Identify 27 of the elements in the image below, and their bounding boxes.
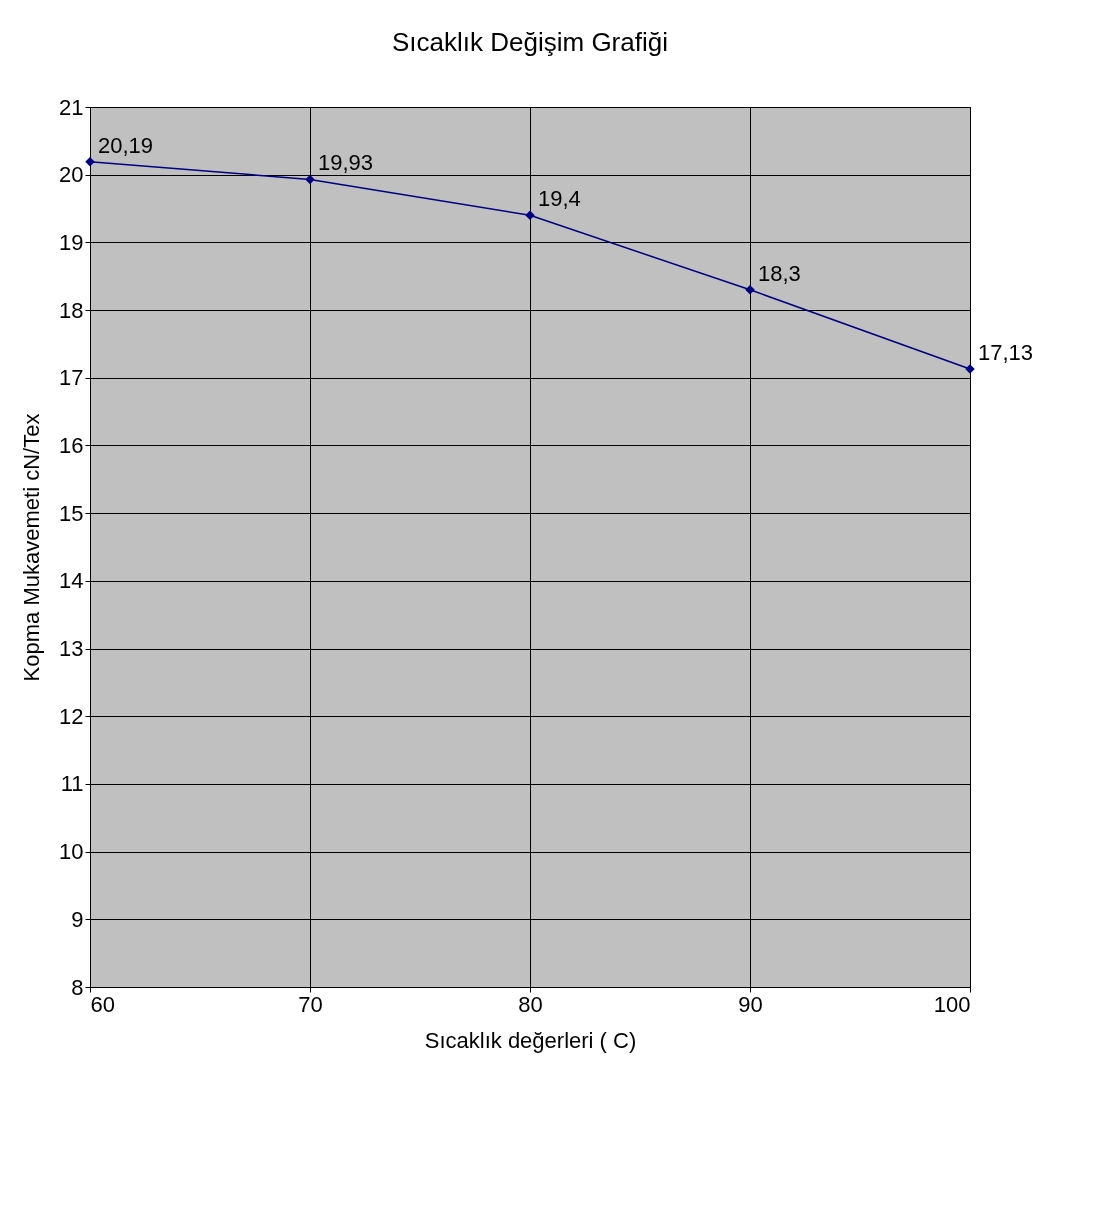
x-tick-label: 80 (518, 991, 543, 1017)
y-tick-label: 9 (71, 906, 84, 932)
y-tick-label: 20 (59, 162, 84, 188)
y-tick-label: 11 (60, 771, 84, 797)
y-tick-label: 12 (59, 703, 84, 729)
y-tick-label: 10 (59, 839, 84, 865)
y-tick-label: 18 (59, 297, 84, 323)
y-tick-label: 14 (59, 568, 84, 594)
x-tick-label: 90 (738, 991, 763, 1017)
x-tick-label: 70 (298, 991, 323, 1017)
y-tick-label: 16 (59, 432, 84, 458)
y-tick-label: 19 (59, 229, 84, 255)
x-tick-label: 100 (933, 991, 971, 1017)
y-tick-label: 8 (71, 974, 84, 1000)
y-axis-title: Kopma Mukavemeti cN/Tex (19, 413, 45, 682)
x-tick-label: 60 (90, 991, 115, 1017)
x-axis-title: Sıcaklık değerleri ( C) (424, 1027, 637, 1053)
y-tick-label: 17 (59, 365, 84, 391)
y-tick-label: 13 (59, 636, 84, 662)
y-tick-label: 15 (59, 500, 84, 526)
chart-title: Sıcaklık Değişim Grafiği (392, 27, 668, 57)
y-tick-label: 21 (59, 94, 84, 120)
data-label: 19,4 (538, 186, 581, 212)
data-label: 20,19 (98, 132, 154, 158)
data-label: 17,13 (978, 339, 1034, 365)
data-label: 19,93 (318, 150, 374, 176)
data-label: 18,3 (758, 260, 801, 286)
